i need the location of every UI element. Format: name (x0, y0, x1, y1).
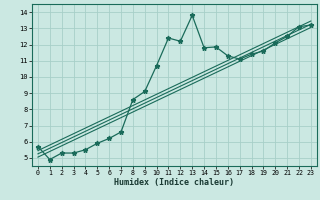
X-axis label: Humidex (Indice chaleur): Humidex (Indice chaleur) (115, 178, 234, 187)
